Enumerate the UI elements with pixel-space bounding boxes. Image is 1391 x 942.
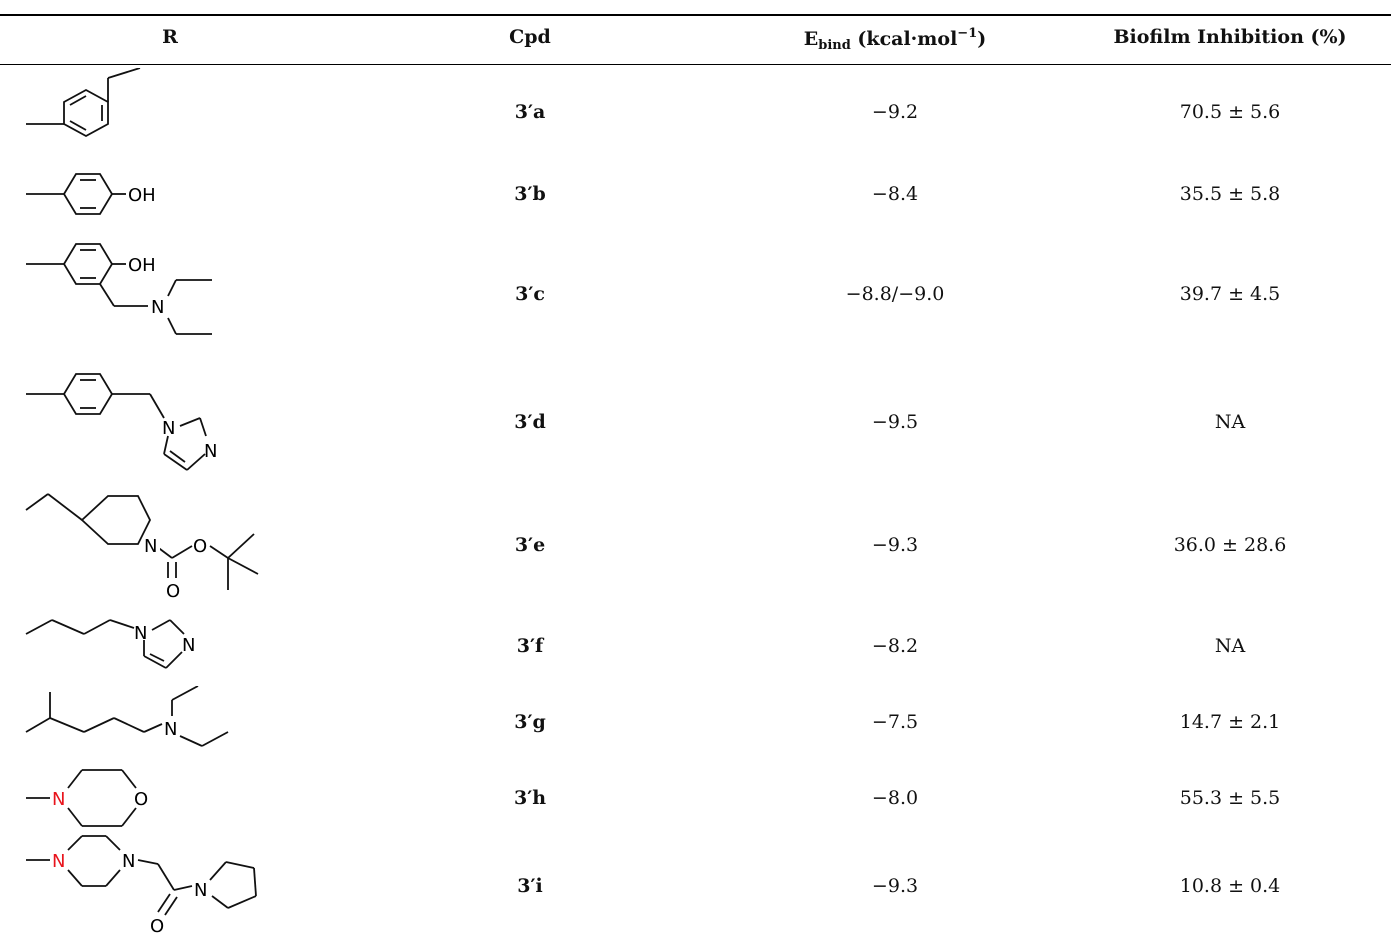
table-row: 3′a −9.2 70.5 ± 5.6 (0, 68, 1391, 156)
o-label: O (134, 789, 148, 810)
ebind-value: −9.3 (871, 534, 919, 556)
table-row: OH N 3′c −8.8/−9.0 39.7 ± 4.5 (0, 230, 1391, 358)
cpd-label: 3′d (514, 411, 546, 433)
cpd-label: 3′c (515, 283, 545, 305)
structure-3a (26, 68, 141, 138)
o-label: O (150, 916, 164, 937)
structure-3h: N O (26, 769, 148, 827)
ebind-value: −8.8/−9.0 (845, 283, 945, 305)
n-label: N (194, 880, 207, 901)
biofilm-value: 14.7 ± 2.1 (1179, 711, 1281, 733)
structure-3d: N N (26, 373, 217, 471)
n-label: N (162, 418, 175, 439)
o-label: O (166, 581, 180, 602)
top-rule (0, 14, 1391, 16)
ebind-value: −9.3 (871, 875, 919, 897)
structure-3c: OH N (26, 243, 212, 335)
n-label: N (182, 635, 195, 656)
table-row: N N N O 3′i −9.3 10.8 ± 0.4 (0, 834, 1391, 938)
table-row: N N 3′f −8.2 NA (0, 608, 1391, 684)
table-row: N 3′g −7.5 14.7 ± 2.1 (0, 686, 1391, 758)
ebind-value: −8.0 (871, 787, 919, 809)
cpd-label: 3′i (517, 875, 543, 897)
table-row: N O 3′h −8.0 55.3 ± 5.5 (0, 762, 1391, 834)
ebind-value: −9.2 (871, 101, 919, 123)
ebind-value: −8.2 (871, 635, 919, 657)
biofilm-value: 39.7 ± 4.5 (1179, 283, 1281, 305)
header-rule (0, 64, 1391, 65)
cpd-label: 3′e (514, 534, 546, 556)
biofilm-value: 10.8 ± 0.4 (1179, 875, 1281, 897)
cpd-label: 3′a (514, 101, 546, 123)
oh-label: OH (128, 185, 156, 206)
header-cpd: Cpd (509, 26, 551, 48)
cpd-label: 3′b (514, 183, 546, 205)
n-label: N (151, 297, 164, 318)
structure-3b: OH (26, 173, 156, 215)
biofilm-value: 36.0 ± 28.6 (1173, 534, 1287, 556)
n-label-highlighted: N (52, 851, 65, 872)
table-row: OH 3′b −8.4 35.5 ± 5.8 (0, 162, 1391, 226)
ebind-value: −8.4 (871, 183, 919, 205)
structure-3e: N O O (25, 493, 259, 602)
biofilm-value: 70.5 ± 5.6 (1179, 101, 1281, 123)
oh-label: OH (128, 255, 156, 276)
n-label-highlighted: N (52, 789, 65, 810)
header-r: R (162, 26, 178, 48)
cpd-label: 3′f (516, 635, 544, 657)
table-row: N O O 3′e −9.3 36.0 ± 28.6 (0, 486, 1391, 604)
n-label: N (144, 536, 157, 557)
cpd-label: 3′g (514, 711, 546, 733)
o-label: O (193, 536, 207, 557)
n-label: N (164, 719, 177, 740)
structure-3i: N N N O (26, 835, 257, 937)
biofilm-value: 35.5 ± 5.8 (1179, 183, 1281, 205)
header-biofilm: Biofilm Inhibition (%) (1113, 26, 1347, 48)
header-ebind: Ebind (kcal·mol−1) (803, 26, 987, 53)
ebind-value: −7.5 (871, 711, 919, 733)
biofilm-value: NA (1214, 411, 1246, 433)
structure-3f: N N (25, 619, 195, 669)
n-label: N (134, 623, 147, 644)
biofilm-value: NA (1214, 635, 1246, 657)
n-label: N (122, 851, 135, 872)
n-label: N (204, 441, 217, 462)
table-row: N N 3′d −9.5 NA (0, 362, 1391, 482)
biofilm-value: 55.3 ± 5.5 (1179, 787, 1281, 809)
cpd-label: 3′h (513, 787, 547, 809)
structure-3g: N (25, 686, 229, 747)
ebind-value: −9.5 (871, 411, 919, 433)
